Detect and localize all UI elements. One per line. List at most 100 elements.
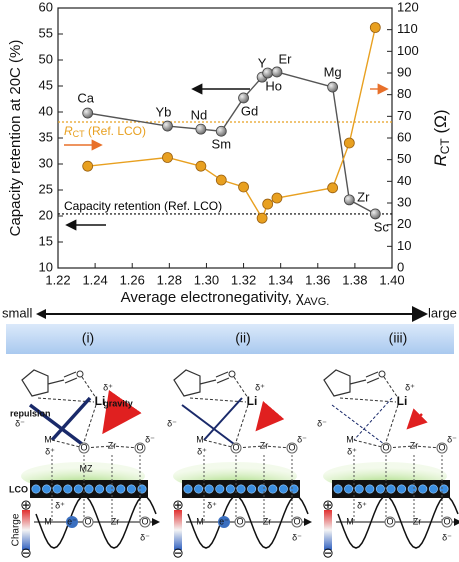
x-axis-title: Average electronegativity, χAVG. bbox=[121, 289, 330, 308]
schematic-label: gravity bbox=[103, 398, 133, 408]
schematic-label: O bbox=[136, 442, 143, 452]
y2-tick-label: 50 bbox=[397, 151, 411, 166]
y2-tick-label: 70 bbox=[397, 108, 411, 123]
reference-label: RCT (Ref. LCO) bbox=[64, 124, 146, 139]
schematic-label: δ⁺ bbox=[55, 500, 65, 510]
data-point bbox=[162, 152, 173, 163]
repulsion-arrows bbox=[181, 397, 243, 448]
reference-label-part: R bbox=[64, 124, 73, 138]
y-tick-label: 45 bbox=[39, 77, 53, 92]
oxygen bbox=[384, 516, 396, 528]
schematic-label: O bbox=[386, 516, 393, 526]
oxygen bbox=[380, 442, 392, 454]
point-label: Sm bbox=[212, 137, 232, 152]
point-label: Ca bbox=[77, 90, 94, 105]
schematic-label: δ⁺ bbox=[197, 446, 207, 456]
schematic-label: δ⁻ bbox=[297, 434, 307, 444]
y-tick-label: 25 bbox=[39, 181, 53, 196]
x-tick-label: 1.32 bbox=[231, 272, 256, 287]
schematic-label: Li bbox=[247, 394, 258, 408]
data-point bbox=[215, 174, 227, 186]
point-label: Mg bbox=[324, 64, 342, 79]
electron bbox=[218, 516, 230, 528]
x-title-sub: AVG. bbox=[304, 296, 329, 308]
oxygen bbox=[78, 442, 90, 454]
schematic-label: LCO bbox=[9, 484, 28, 494]
schematic-label: δ⁺ bbox=[255, 382, 265, 392]
point-label: Y bbox=[258, 56, 267, 71]
schematic-label: ⊕ bbox=[322, 497, 334, 513]
data-point bbox=[195, 123, 207, 135]
data-point bbox=[215, 125, 227, 137]
lco-atom bbox=[333, 484, 343, 494]
bonds bbox=[51, 404, 141, 449]
x-tick-label: 1.30 bbox=[194, 272, 219, 287]
schematic-label: δ⁻ bbox=[442, 532, 452, 542]
lco-atom bbox=[183, 484, 193, 494]
schematic-label: O bbox=[438, 442, 445, 452]
coordination bbox=[37, 376, 97, 403]
y-tick-label: 30 bbox=[39, 155, 53, 170]
reference-label-part: (Ref. LCO) bbox=[85, 124, 146, 138]
y2-tick-label: 0 bbox=[397, 259, 404, 274]
y-axis-title: Capacity retention at 20C (%) bbox=[7, 40, 24, 237]
data-point bbox=[343, 137, 355, 149]
molecule bbox=[323, 369, 380, 397]
schematic-label: Zr bbox=[413, 516, 422, 526]
schematic-label: ⊖ bbox=[20, 545, 32, 561]
lco-atom bbox=[116, 484, 126, 494]
schematic-label: O bbox=[232, 442, 239, 452]
lco-atom bbox=[194, 484, 204, 494]
oxygen bbox=[286, 442, 298, 454]
y2-tick-label: 60 bbox=[397, 129, 411, 144]
data-point bbox=[262, 198, 274, 210]
schematic-label: M bbox=[196, 434, 204, 444]
lco-atom bbox=[418, 484, 428, 494]
oxygen bbox=[230, 442, 242, 454]
molecule-atom bbox=[76, 370, 84, 378]
repulsion-arrows bbox=[331, 397, 393, 448]
data-point bbox=[271, 66, 283, 78]
lco-atom bbox=[137, 484, 147, 494]
lco-atom bbox=[42, 484, 52, 494]
scale-small: small bbox=[2, 305, 32, 320]
bonds bbox=[203, 404, 293, 449]
x-tick-label: 1.34 bbox=[268, 272, 293, 287]
schematic-label: Zr bbox=[111, 516, 120, 526]
reference-label: Capacity retention (Ref. LCO) bbox=[64, 199, 222, 213]
point-label: Ho bbox=[265, 78, 282, 93]
oxygen bbox=[139, 516, 151, 528]
electron bbox=[66, 516, 78, 528]
data-point bbox=[256, 212, 268, 224]
lco-atom bbox=[52, 484, 62, 494]
data-point bbox=[162, 120, 173, 132]
lco-atom bbox=[73, 484, 83, 494]
data-point bbox=[82, 160, 94, 172]
data-point bbox=[271, 192, 283, 204]
lco-atom bbox=[63, 484, 73, 494]
data-point bbox=[238, 181, 249, 193]
schematic-label: O bbox=[443, 516, 450, 526]
lco-atom bbox=[289, 484, 299, 494]
oxygen bbox=[234, 516, 246, 528]
schematic-label: δ⁻ bbox=[167, 418, 177, 428]
charge-curve bbox=[187, 495, 309, 549]
data-point bbox=[82, 107, 94, 119]
schematic-label: δ⁺ bbox=[45, 446, 55, 456]
y2-tick-label: 90 bbox=[397, 64, 411, 79]
repulsion-arrows bbox=[28, 396, 92, 449]
y2-title-main: R bbox=[431, 154, 450, 166]
data-point bbox=[369, 22, 381, 33]
schematic-label: δ⁻ bbox=[145, 434, 155, 444]
data-point bbox=[369, 208, 381, 220]
lco-atom bbox=[236, 484, 246, 494]
coordination bbox=[189, 376, 249, 403]
lco-atom bbox=[365, 484, 375, 494]
y-tick-label: 60 bbox=[39, 0, 53, 14]
oxygen bbox=[441, 516, 453, 528]
x-tick-label: 1.22 bbox=[45, 272, 70, 287]
y2-title-unit: (Ω) bbox=[431, 109, 450, 138]
